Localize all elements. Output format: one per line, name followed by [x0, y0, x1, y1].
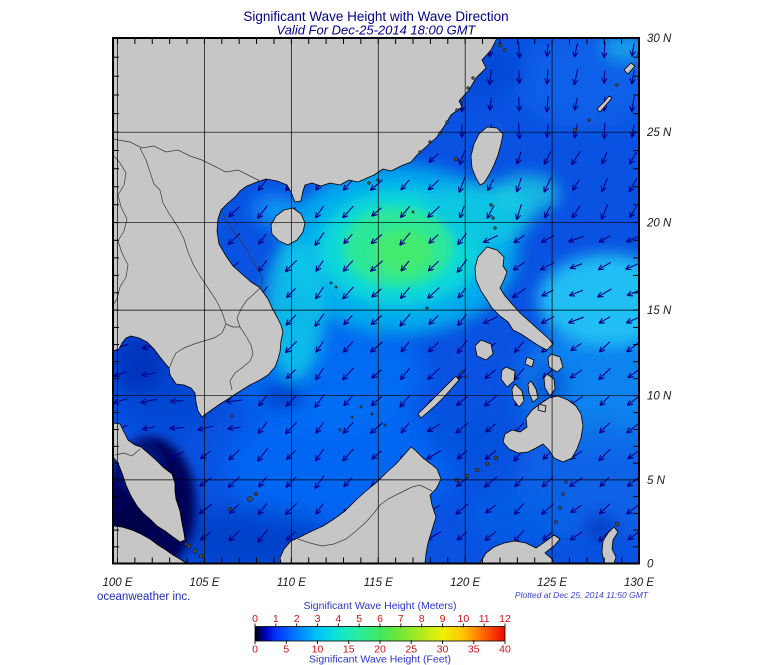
feet-tick-label: 40 — [499, 644, 511, 656]
feet-tick-label: 0 — [252, 644, 258, 656]
land-palawan — [417, 375, 460, 419]
land-asia-mainland — [113, 38, 498, 418]
lat-label: 15 N — [647, 305, 672, 317]
landmasses — [113, 38, 636, 564]
latitude-labels: 30 N 25 N 20 N 15 N 10 N 5 N 0 — [646, 33, 672, 571]
land-mindanao — [502, 395, 584, 463]
valid-time-subtitle: Valid For Dec-25-2014 18:00 GMT — [277, 23, 477, 38]
map-frame — [112, 37, 640, 565]
lon-label: 130 E — [624, 577, 654, 589]
lon-label: 120 E — [450, 577, 480, 589]
map-frame-ticks — [113, 38, 639, 564]
land-mindoro — [474, 339, 494, 361]
feet-tick-label: 25 — [405, 644, 417, 656]
land-amami — [623, 62, 636, 75]
lon-label: 125 E — [537, 577, 567, 589]
legend-meters-scale: 0 1 2 3 4 5 6 7 8 9 10 11 12 — [252, 613, 511, 625]
feet-tick-label: 30 — [437, 644, 449, 656]
country-borders — [113, 138, 433, 547]
feet-tick-label: 15 — [343, 644, 355, 656]
lat-label: 0 — [647, 559, 654, 571]
meters-tick-label: 0 — [252, 613, 258, 625]
land-luzon — [474, 246, 554, 351]
lon-label: 100 E — [102, 577, 132, 589]
feet-tick-label: 20 — [374, 644, 386, 656]
feet-tick-label: 10 — [312, 644, 324, 656]
legend-feet-title: Significant Wave Height (Feet) — [309, 654, 451, 665]
lon-label: 105 E — [189, 577, 219, 589]
meters-tick-label: 11 — [479, 613, 490, 625]
land-bohol — [537, 403, 547, 413]
latlon-grid — [113, 38, 639, 564]
feet-tick-label: 35 — [468, 644, 480, 656]
land-taiwan — [470, 126, 504, 186]
land-sulawesi — [479, 534, 561, 564]
credit-text: oceanweather inc. — [97, 591, 190, 603]
meters-tick-label: 10 — [457, 613, 469, 625]
meters-tick-label: 8 — [419, 613, 425, 625]
legend-feet-scale: 0 5 10 15 20 25 30 35 40 — [252, 644, 511, 656]
meters-tick-label: 3 — [315, 613, 321, 625]
meters-tick-label: 4 — [335, 613, 341, 625]
meters-tick-label: 7 — [398, 613, 404, 625]
meters-tick-label: 2 — [294, 613, 300, 625]
land-cebu — [527, 380, 539, 403]
page-title: Significant Wave Height with Wave Direct… — [243, 9, 508, 24]
land-panay — [500, 366, 516, 388]
land-okinawa — [596, 95, 613, 113]
land-halmahera — [601, 526, 619, 564]
longitude-labels: 100 E 105 E 110 E 115 E 120 E 125 E 130 E — [102, 577, 654, 589]
meters-tick-label: 6 — [377, 613, 383, 625]
lat-label: 25 N — [646, 127, 672, 139]
lat-label: 30 N — [647, 33, 672, 45]
lat-label: 5 N — [647, 475, 666, 487]
colorbar — [254, 626, 506, 642]
feet-tick-label: 5 — [283, 644, 289, 656]
map-canvas — [113, 38, 639, 564]
land-masbate — [524, 356, 535, 368]
lat-label: 20 N — [646, 218, 672, 230]
meters-tick-label: 9 — [440, 613, 446, 625]
plotted-timestamp: Plotted at Dec 25, 2014 11:50 GMT — [515, 590, 649, 600]
lat-label: 10 N — [647, 391, 672, 403]
land-hainan — [270, 207, 306, 246]
colorbar-ticks — [254, 623, 506, 644]
legend-meters-title: Significant Wave Height (Meters) — [303, 600, 456, 612]
meters-tick-label: 1 — [273, 613, 279, 625]
lon-label: 110 E — [277, 577, 307, 589]
small-islands — [184, 42, 639, 559]
land-malay-peninsula — [113, 422, 186, 543]
meters-tick-label: 12 — [499, 613, 511, 625]
meters-tick-label: 5 — [356, 613, 362, 625]
land-borneo — [279, 446, 442, 564]
lon-label: 115 E — [364, 577, 394, 589]
